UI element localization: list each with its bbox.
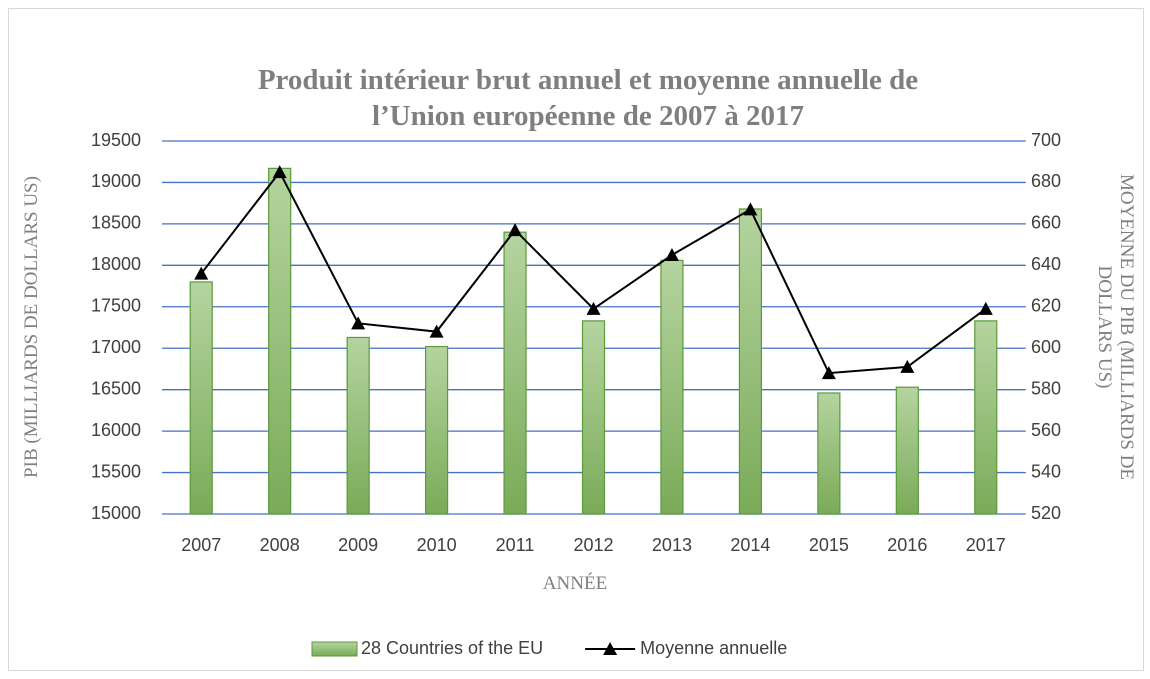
y-tick-label: 17000	[91, 337, 141, 357]
bar	[974, 320, 998, 515]
x-tick-label: 2017	[966, 535, 1006, 555]
x-tick-label: 2007	[181, 535, 221, 555]
legend-item: Moyenne annuelle	[585, 638, 787, 658]
legend-marker	[603, 642, 618, 655]
legend-item: 28 Countries of the EU	[311, 638, 543, 658]
bar	[738, 208, 763, 515]
marker	[743, 202, 758, 216]
x-tick-label: 2011	[496, 535, 535, 555]
bar	[268, 167, 292, 515]
y2-tick-label: 680	[1031, 171, 1061, 191]
legend-label: 28 Countries of the EU	[361, 638, 543, 658]
y2-tick-label: 700	[1031, 130, 1061, 150]
bar	[346, 336, 370, 515]
y-tick-label: 15500	[91, 461, 141, 481]
x-tick-label: 2014	[730, 535, 770, 555]
y-tick-label: 17500	[91, 296, 141, 316]
marker	[978, 301, 993, 315]
x-tick-label: 2012	[573, 535, 613, 555]
y2-tick-label: 520	[1031, 503, 1061, 523]
y-tick-label: 18000	[91, 254, 141, 274]
y2-tick-label: 620	[1031, 296, 1061, 316]
y2-tick-label: 540	[1031, 461, 1061, 481]
marker	[900, 359, 915, 373]
x-tick-label: 2013	[652, 535, 692, 555]
bar	[424, 345, 449, 515]
x-tick-label: 2010	[417, 535, 457, 555]
bar	[660, 259, 684, 515]
marker	[351, 316, 366, 330]
bar	[817, 392, 841, 515]
bar	[189, 281, 213, 515]
marker	[586, 301, 601, 315]
marker	[821, 366, 836, 380]
y-tick-label: 19000	[91, 171, 141, 191]
chart-frame	[8, 8, 1144, 671]
y2-tick-label: 660	[1031, 213, 1061, 233]
legend-label: Moyenne annuelle	[640, 638, 787, 658]
marker	[429, 324, 444, 338]
marker	[272, 165, 287, 179]
y-tick-label: 19500	[91, 130, 141, 150]
y2-tick-label: 580	[1031, 378, 1061, 398]
y-tick-label: 16500	[91, 378, 141, 398]
x-tick-label: 2015	[809, 535, 849, 555]
y-tick-label: 18500	[91, 213, 141, 233]
y2-tick-label: 600	[1031, 337, 1061, 357]
y-tick-label: 15000	[91, 503, 141, 523]
marker	[664, 247, 679, 261]
legend-swatch	[311, 641, 358, 657]
marker	[508, 223, 523, 237]
y2-tick-label: 640	[1031, 254, 1061, 274]
bar	[581, 320, 606, 515]
bar	[895, 386, 919, 515]
y2-tick-label: 560	[1031, 420, 1061, 440]
y-tick-label: 16000	[91, 420, 141, 440]
bar	[503, 231, 527, 515]
x-tick-label: 2008	[260, 535, 300, 555]
marker	[194, 266, 209, 280]
x-axis-title: ANNÉE	[542, 573, 608, 594]
x-tick-label: 2016	[887, 535, 927, 555]
x-tick-label: 2009	[338, 535, 378, 555]
chart-title: Produit intérieur brut annuel et moyenne…	[257, 64, 919, 132]
